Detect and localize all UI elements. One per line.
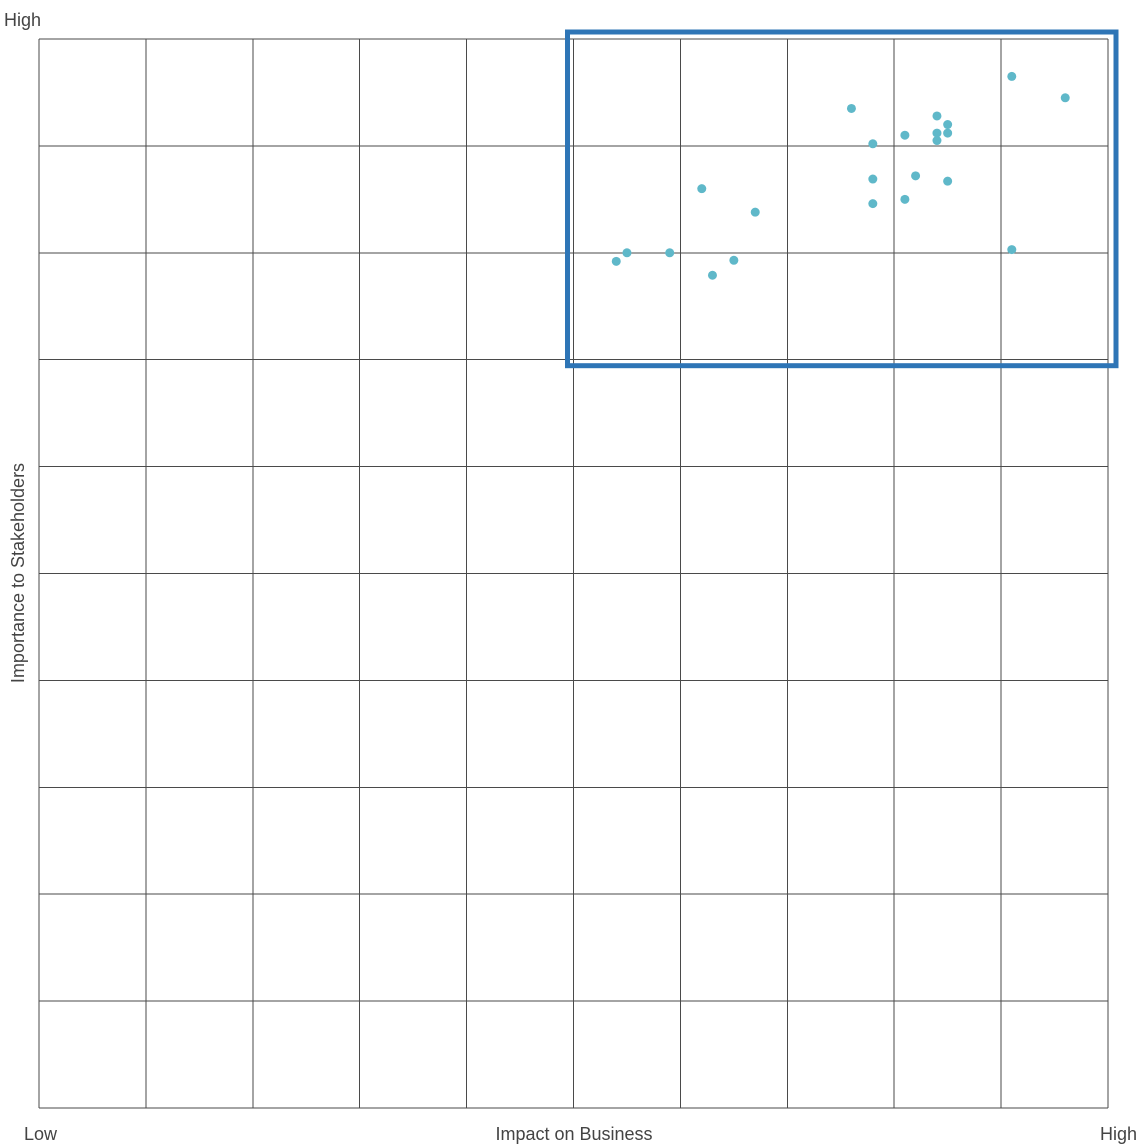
data-point: [932, 128, 942, 138]
data-point: [900, 194, 910, 204]
data-point: [1007, 71, 1017, 81]
data-point: [943, 128, 953, 138]
data-point: [868, 199, 878, 209]
data-point: [932, 111, 942, 121]
x-axis-high-label: High: [1100, 1124, 1137, 1144]
data-point: [707, 270, 717, 280]
data-point: [846, 103, 856, 113]
data-points: [611, 71, 1070, 280]
data-point: [1060, 93, 1070, 103]
data-point: [868, 139, 878, 149]
y-axis-high-label: High: [4, 10, 41, 30]
data-point: [1007, 245, 1017, 255]
grid: [38, 38, 1109, 1109]
data-point: [943, 176, 953, 186]
data-point: [697, 184, 707, 194]
x-axis-title: Impact on Business: [495, 1124, 652, 1144]
data-point: [622, 248, 632, 258]
data-point: [911, 171, 921, 181]
data-point: [943, 120, 953, 130]
data-point: [665, 248, 675, 258]
data-point: [932, 136, 942, 146]
data-point: [729, 255, 739, 265]
highlight-region: [565, 29, 1119, 369]
data-point: [868, 174, 878, 184]
data-point: [900, 130, 910, 140]
data-point: [750, 207, 760, 217]
data-point: [611, 256, 621, 266]
y-axis-title: Importance to Stakeholders: [8, 463, 28, 683]
x-axis-low-label: Low: [24, 1124, 58, 1144]
